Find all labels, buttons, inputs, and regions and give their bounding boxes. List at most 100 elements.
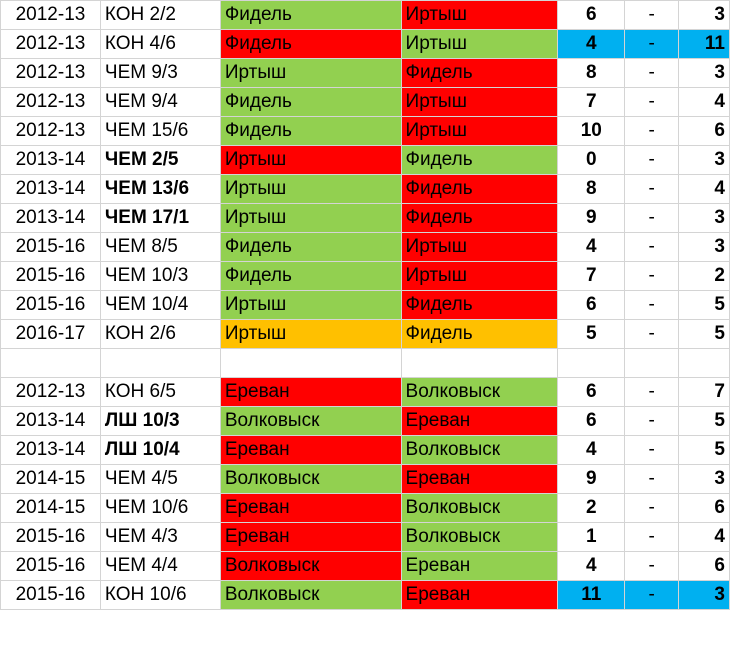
- away-score-cell[interactable]: 7: [678, 377, 730, 407]
- away-score-cell[interactable]: 3: [678, 580, 730, 610]
- home-score-cell[interactable]: 4: [557, 232, 626, 262]
- home-score-cell[interactable]: 8: [557, 174, 626, 204]
- score-separator-cell[interactable]: -: [624, 319, 680, 349]
- away-score-cell[interactable]: 3: [678, 58, 730, 88]
- home-team-cell[interactable]: Ереван: [219, 377, 402, 407]
- score-separator-cell[interactable]: -: [624, 145, 680, 175]
- away-team-cell[interactable]: Фидель: [400, 174, 559, 204]
- home-team-cell[interactable]: Фидель: [219, 116, 402, 146]
- away-team-cell[interactable]: Ереван: [400, 464, 559, 494]
- stage-cell[interactable]: ЧЕМ 10/4: [99, 290, 221, 320]
- away-score-cell[interactable]: 3: [678, 145, 730, 175]
- away-score-cell[interactable]: 6: [678, 493, 730, 523]
- score-separator-cell[interactable]: -: [624, 261, 680, 291]
- home-team-cell[interactable]: Иртыш: [219, 203, 402, 233]
- away-score-cell[interactable]: 4: [678, 174, 730, 204]
- away-score-cell[interactable]: 5: [678, 435, 730, 465]
- score-separator-cell[interactable]: -: [624, 493, 680, 523]
- home-score-cell[interactable]: 4: [557, 551, 626, 581]
- home-team-cell[interactable]: Иртыш: [219, 58, 402, 88]
- score-separator-cell[interactable]: -: [624, 377, 680, 407]
- away-team-cell[interactable]: Волковыск: [400, 493, 559, 523]
- home-score-cell[interactable]: 7: [557, 261, 626, 291]
- away-team-cell[interactable]: Ереван: [400, 580, 559, 610]
- season-cell[interactable]: 2013-14: [0, 174, 101, 204]
- season-cell[interactable]: 2013-14: [0, 145, 101, 175]
- home-score-cell[interactable]: 2: [557, 493, 626, 523]
- away-team-cell[interactable]: Волковыск: [400, 377, 559, 407]
- home-team-cell[interactable]: Иртыш: [219, 319, 402, 349]
- away-score-cell[interactable]: 5: [678, 406, 730, 436]
- stage-cell[interactable]: КОН 4/6: [99, 29, 221, 59]
- away-team-cell[interactable]: Волковыск: [400, 522, 559, 552]
- home-score-cell[interactable]: 0: [557, 145, 626, 175]
- home-score-cell[interactable]: 7: [557, 87, 626, 117]
- stage-cell[interactable]: ЧЕМ 9/3: [99, 58, 221, 88]
- stage-cell[interactable]: ЧЕМ 4/3: [99, 522, 221, 552]
- home-team-cell[interactable]: Фидель: [219, 0, 402, 30]
- score-separator-cell[interactable]: -: [624, 232, 680, 262]
- away-team-cell[interactable]: Фидель: [400, 145, 559, 175]
- away-team-cell[interactable]: Иртыш: [400, 0, 559, 30]
- season-cell[interactable]: 2012-13: [0, 0, 101, 30]
- stage-cell[interactable]: КОН 10/6: [99, 580, 221, 610]
- score-separator-cell[interactable]: -: [624, 290, 680, 320]
- home-team-cell[interactable]: Волковыск: [219, 580, 402, 610]
- season-cell[interactable]: 2012-13: [0, 116, 101, 146]
- away-team-cell[interactable]: Фидель: [400, 58, 559, 88]
- home-score-cell[interactable]: 5: [557, 319, 626, 349]
- away-score-cell[interactable]: 2: [678, 261, 730, 291]
- home-team-cell[interactable]: Волковыск: [219, 464, 402, 494]
- away-team-cell[interactable]: Волковыск: [400, 435, 559, 465]
- score-separator-cell[interactable]: -: [624, 87, 680, 117]
- home-team-cell[interactable]: Волковыск: [219, 551, 402, 581]
- score-separator-cell[interactable]: -: [624, 551, 680, 581]
- score-separator-cell[interactable]: -: [624, 174, 680, 204]
- home-team-cell[interactable]: Ереван: [219, 435, 402, 465]
- away-score-cell[interactable]: 4: [678, 87, 730, 117]
- home-score-cell[interactable]: 6: [557, 0, 626, 30]
- home-team-cell[interactable]: Волковыск: [219, 406, 402, 436]
- season-cell[interactable]: 2013-14: [0, 203, 101, 233]
- stage-cell[interactable]: ЛШ 10/4: [99, 435, 221, 465]
- home-score-cell[interactable]: 6: [557, 406, 626, 436]
- away-score-cell[interactable]: 4: [678, 522, 730, 552]
- stage-cell[interactable]: КОН 6/5: [99, 377, 221, 407]
- home-team-cell[interactable]: Ереван: [219, 493, 402, 523]
- season-cell[interactable]: 2013-14: [0, 435, 101, 465]
- score-separator-cell[interactable]: -: [624, 522, 680, 552]
- away-score-cell[interactable]: 5: [678, 290, 730, 320]
- away-score-cell[interactable]: 3: [678, 0, 730, 30]
- away-team-cell[interactable]: Фидель: [400, 319, 559, 349]
- season-cell[interactable]: 2016-17: [0, 319, 101, 349]
- season-cell[interactable]: 2015-16: [0, 551, 101, 581]
- season-cell[interactable]: 2012-13: [0, 29, 101, 59]
- season-cell[interactable]: 2015-16: [0, 522, 101, 552]
- score-separator-cell[interactable]: -: [624, 116, 680, 146]
- away-team-cell[interactable]: Ереван: [400, 551, 559, 581]
- home-score-cell[interactable]: 8: [557, 58, 626, 88]
- stage-cell[interactable]: ЧЕМ 9/4: [99, 87, 221, 117]
- away-score-cell[interactable]: 6: [678, 116, 730, 146]
- season-cell[interactable]: 2015-16: [0, 580, 101, 610]
- home-score-cell[interactable]: 9: [557, 464, 626, 494]
- home-team-cell[interactable]: Ереван: [219, 522, 402, 552]
- away-team-cell[interactable]: Фидель: [400, 203, 559, 233]
- score-separator-cell[interactable]: -: [624, 203, 680, 233]
- away-score-cell[interactable]: 3: [678, 232, 730, 262]
- away-team-cell[interactable]: Иртыш: [400, 29, 559, 59]
- score-separator-cell[interactable]: -: [624, 435, 680, 465]
- home-team-cell[interactable]: Фидель: [219, 232, 402, 262]
- stage-cell[interactable]: КОН 2/2: [99, 0, 221, 30]
- home-team-cell[interactable]: Иртыш: [219, 145, 402, 175]
- home-score-cell[interactable]: 4: [557, 29, 626, 59]
- away-team-cell[interactable]: Иртыш: [400, 232, 559, 262]
- empty-cell[interactable]: [678, 348, 730, 378]
- stage-cell[interactable]: ЧЕМ 13/6: [99, 174, 221, 204]
- away-score-cell[interactable]: 3: [678, 464, 730, 494]
- home-score-cell[interactable]: 10: [557, 116, 626, 146]
- away-team-cell[interactable]: Фидель: [400, 290, 559, 320]
- stage-cell[interactable]: ЧЕМ 4/5: [99, 464, 221, 494]
- empty-cell[interactable]: [0, 348, 101, 378]
- season-cell[interactable]: 2015-16: [0, 232, 101, 262]
